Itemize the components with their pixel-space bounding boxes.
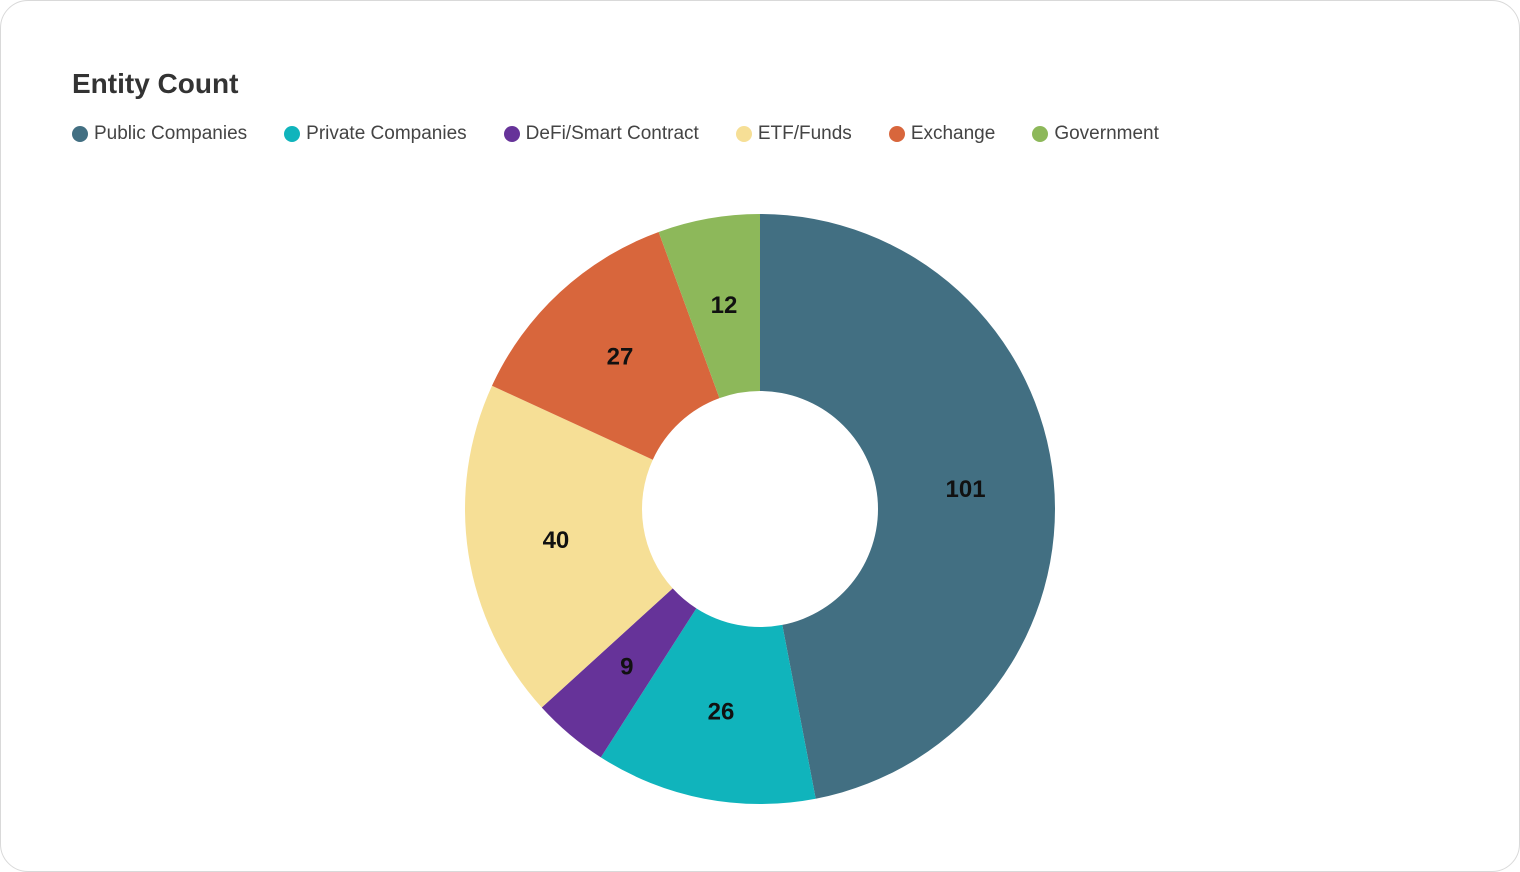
slice-etf-funds[interactable] xyxy=(464,385,673,708)
legend-label: DeFi/Smart Contract xyxy=(525,123,699,144)
legend-item-public-companies[interactable]: Public Companies xyxy=(72,123,247,145)
slice-private-companies[interactable] xyxy=(600,608,816,804)
slice-public-companies[interactable] xyxy=(760,214,1055,799)
data-label-exchange: 27 xyxy=(607,344,634,371)
slice-government[interactable] xyxy=(658,214,760,399)
legend-swatch xyxy=(888,126,905,142)
legend-label: Government xyxy=(1054,123,1159,144)
slice-defi-smart-contract[interactable] xyxy=(541,588,697,758)
data-label-defi-smart-contract: 9 xyxy=(620,653,633,680)
legend-label: Exchange xyxy=(910,123,996,144)
legend-item-etf-funds[interactable]: ETF/Funds xyxy=(735,123,852,145)
donut-slices xyxy=(464,214,1055,804)
legend-label: ETF/Funds xyxy=(757,123,852,144)
data-label-private-companies: 26 xyxy=(708,698,735,725)
legend-swatch xyxy=(284,126,301,142)
legend-item-defi-smart-contract[interactable]: DeFi/Smart Contract xyxy=(503,123,699,145)
data-label-etf-funds: 40 xyxy=(543,527,570,554)
donut-labels: 101 26 9 40 27 12 xyxy=(543,292,986,725)
legend-swatch xyxy=(503,126,520,142)
legend-item-private-companies[interactable]: Private Companies xyxy=(284,123,467,145)
legend-swatch xyxy=(735,126,752,142)
legend-label: Public Companies xyxy=(94,123,248,144)
legend-item-exchange[interactable]: Exchange xyxy=(888,123,996,145)
data-label-public-companies: 101 xyxy=(946,476,986,503)
slice-exchange[interactable] xyxy=(491,231,720,460)
legend-swatch xyxy=(72,126,88,142)
chart-title: Entity Count xyxy=(72,68,239,99)
legend-swatch xyxy=(1032,126,1049,142)
legend-label: Private Companies xyxy=(306,123,467,144)
legend-item-government[interactable]: Government xyxy=(1032,123,1159,145)
chart-legend: Public Companies Private Companies DeFi/… xyxy=(72,121,1196,147)
data-label-government: 12 xyxy=(711,292,738,319)
